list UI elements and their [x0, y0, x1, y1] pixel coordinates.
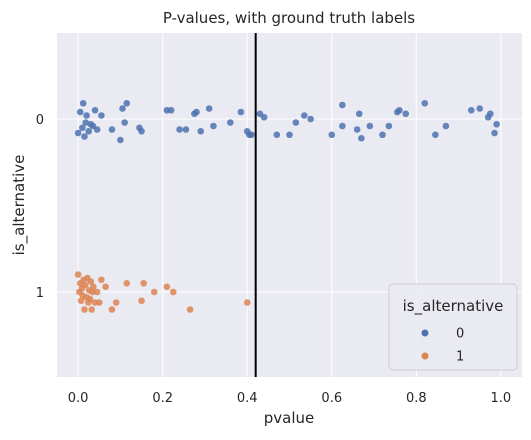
- data-point-0: [121, 119, 128, 126]
- data-point-0: [366, 122, 374, 130]
- data-point-0: [486, 110, 494, 118]
- data-point-0: [79, 99, 87, 107]
- data-point-0: [467, 106, 475, 114]
- data-point-0: [432, 131, 439, 139]
- data-points: [74, 99, 500, 313]
- data-point-0: [197, 127, 205, 135]
- data-point-1: [150, 288, 158, 296]
- data-point-0: [402, 110, 410, 118]
- y-tick-label: 0: [36, 113, 44, 128]
- data-point-0: [82, 119, 90, 126]
- data-point-0: [355, 110, 363, 118]
- data-point-0: [248, 131, 255, 139]
- data-point-0: [119, 105, 126, 112]
- data-point-0: [476, 105, 484, 112]
- data-point-0: [182, 126, 190, 133]
- data-point-0: [117, 136, 124, 144]
- data-point-0: [339, 101, 346, 109]
- data-point-0: [442, 122, 450, 130]
- data-point-0: [176, 126, 183, 133]
- legend-title: is_alternative: [403, 297, 504, 316]
- data-point-1: [102, 283, 109, 291]
- data-point-0: [421, 99, 429, 107]
- data-point-1: [163, 283, 171, 291]
- gridlines: [57, 33, 522, 377]
- legend-marker-1: [421, 352, 429, 360]
- data-point-1: [123, 279, 131, 287]
- data-point-0: [379, 131, 386, 139]
- data-point-0: [74, 129, 82, 137]
- data-point-1: [74, 271, 82, 278]
- data-point-0: [273, 131, 281, 139]
- data-point-1: [89, 288, 96, 296]
- data-point-1: [243, 299, 251, 306]
- data-point-0: [205, 105, 213, 112]
- data-point-0: [98, 112, 105, 119]
- y-tick-label: 1: [36, 286, 44, 301]
- data-point-0: [286, 131, 293, 139]
- x-tick-label: 0.2: [152, 391, 173, 406]
- legend: is_alternative 0 1: [388, 283, 518, 371]
- data-point-0: [81, 133, 88, 140]
- data-point-0: [300, 112, 308, 119]
- data-point-1: [77, 297, 85, 305]
- data-point-1: [186, 306, 194, 313]
- data-point-0: [210, 122, 217, 130]
- x-tick-label: 0.0: [68, 391, 89, 406]
- data-point-0: [108, 126, 116, 133]
- data-point-0: [292, 119, 300, 126]
- x-tick-label: 0.8: [406, 391, 427, 406]
- data-point-0: [85, 127, 93, 135]
- data-point-0: [260, 113, 268, 121]
- data-point-0: [227, 119, 234, 126]
- data-point-0: [193, 108, 200, 116]
- data-point-0: [167, 106, 175, 114]
- data-point-0: [491, 129, 498, 137]
- x-axis-label: pvalue: [264, 409, 315, 427]
- data-point-1: [138, 297, 145, 305]
- legend-label-0: 0: [456, 327, 464, 342]
- chart-title: P-values, with ground truth labels: [163, 9, 415, 27]
- data-point-1: [90, 283, 97, 291]
- data-point-1: [95, 299, 103, 306]
- data-point-0: [93, 126, 101, 133]
- data-point-0: [91, 106, 99, 114]
- data-point-1: [169, 288, 177, 296]
- data-point-0: [76, 108, 84, 116]
- data-point-1: [98, 276, 105, 284]
- data-point-0: [339, 122, 346, 130]
- data-point-0: [493, 120, 500, 128]
- data-point-1: [88, 306, 95, 313]
- data-point-1: [82, 281, 89, 289]
- data-point-0: [307, 115, 314, 123]
- data-point-0: [79, 124, 86, 132]
- data-point-1: [108, 306, 116, 313]
- legend-marker-0: [421, 329, 429, 337]
- y-tick-labels: 01: [36, 113, 44, 301]
- data-point-1: [112, 299, 120, 306]
- x-tick-label: 1.0: [491, 391, 512, 406]
- x-tick-labels: 0.0 0.2 0.4 0.6 0.8 1.0: [68, 391, 511, 406]
- data-point-0: [358, 134, 365, 142]
- data-point-0: [353, 126, 361, 133]
- data-point-0: [237, 108, 245, 116]
- y-axis-label: is_alternative: [10, 155, 29, 256]
- legend-box: [388, 283, 518, 371]
- data-point-1: [140, 279, 147, 287]
- legend-label-1: 1: [456, 350, 464, 365]
- data-point-0: [396, 106, 403, 114]
- data-point-0: [123, 99, 131, 107]
- data-point-1: [87, 278, 95, 285]
- data-point-1: [86, 295, 94, 303]
- data-point-0: [83, 112, 90, 119]
- data-point-0: [385, 122, 393, 130]
- data-point-1: [81, 306, 88, 313]
- x-tick-label: 0.4: [237, 391, 258, 406]
- data-point-1: [93, 288, 101, 296]
- data-point-0: [138, 127, 145, 135]
- data-point-0: [328, 131, 336, 139]
- x-tick-label: 0.6: [321, 391, 342, 406]
